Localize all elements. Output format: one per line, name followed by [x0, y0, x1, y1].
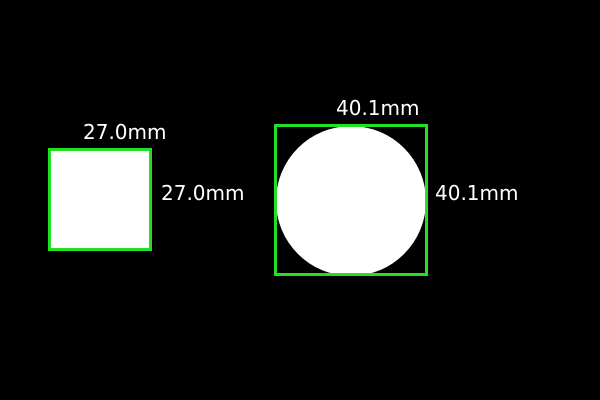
square-height-label: 27.0mm: [161, 181, 245, 205]
square-width-label: 27.0mm: [83, 120, 167, 144]
circle-bounding-box: [274, 124, 428, 276]
circle-width-label: 40.1mm: [336, 96, 420, 120]
circle-height-label: 40.1mm: [435, 181, 519, 205]
measured-circle: [276, 126, 426, 276]
measured-square: [50, 150, 150, 250]
square-bounding-box: [48, 148, 152, 251]
